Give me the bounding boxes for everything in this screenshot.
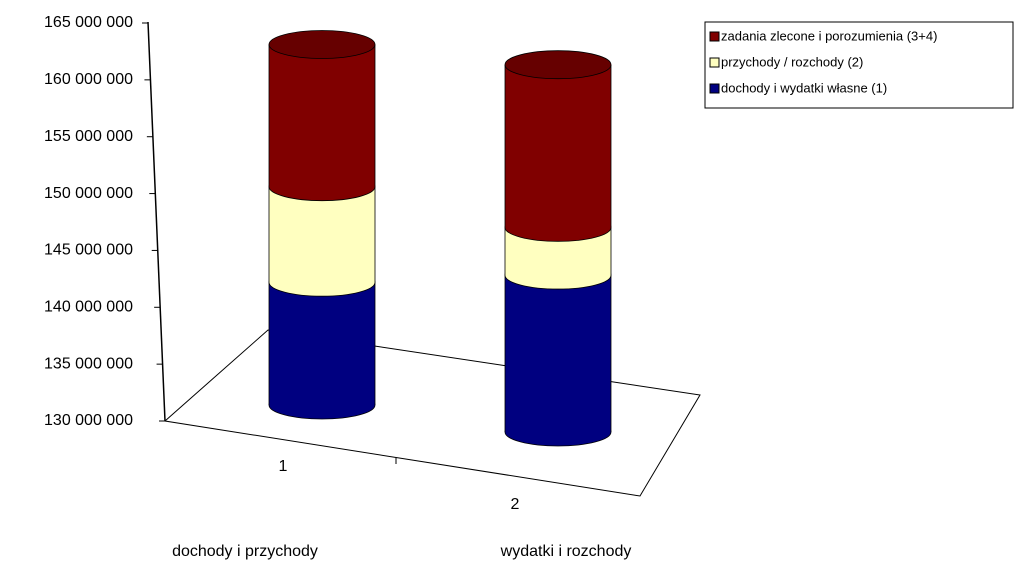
cylinder-segment — [269, 44, 375, 187]
cylinder-segment — [269, 186, 375, 283]
y-tick-label: 155 000 000 — [44, 128, 133, 145]
cylinder-segment — [269, 282, 375, 405]
legend-swatch — [709, 83, 720, 94]
legend-label: dochody i wydatki własne (1) — [721, 80, 887, 95]
legend-swatch — [709, 57, 720, 68]
y-tick-label: 130 000 000 — [44, 412, 133, 429]
y-tick-label: 135 000 000 — [44, 355, 133, 372]
y-tick-label: 165 000 000 — [44, 14, 133, 31]
cylinder-top — [268, 30, 376, 59]
x-tick-label: 2 — [511, 496, 520, 513]
y-tick-label: 150 000 000 — [44, 185, 133, 202]
x-tick-label: 1 — [279, 458, 288, 475]
y-tick-label: 145 000 000 — [44, 242, 133, 259]
floor — [163, 329, 701, 497]
legend-label: zadania zlecone i porozumienia (3+4) — [721, 28, 937, 43]
legend — [704, 21, 1014, 109]
category-description: dochody i przychody — [172, 543, 318, 560]
cylinder-segment — [505, 64, 611, 228]
y-tick-label: 140 000 000 — [44, 299, 133, 316]
y-tick-label: 160 000 000 — [44, 71, 133, 88]
cylinder-top — [504, 50, 612, 80]
legend-swatch — [709, 31, 720, 42]
y-axis — [147, 21, 166, 422]
category-description: wydatki i rozchody — [500, 543, 632, 560]
legend-label: przychody / rozchody (2) — [721, 54, 863, 69]
cylinder-segment — [505, 275, 611, 432]
